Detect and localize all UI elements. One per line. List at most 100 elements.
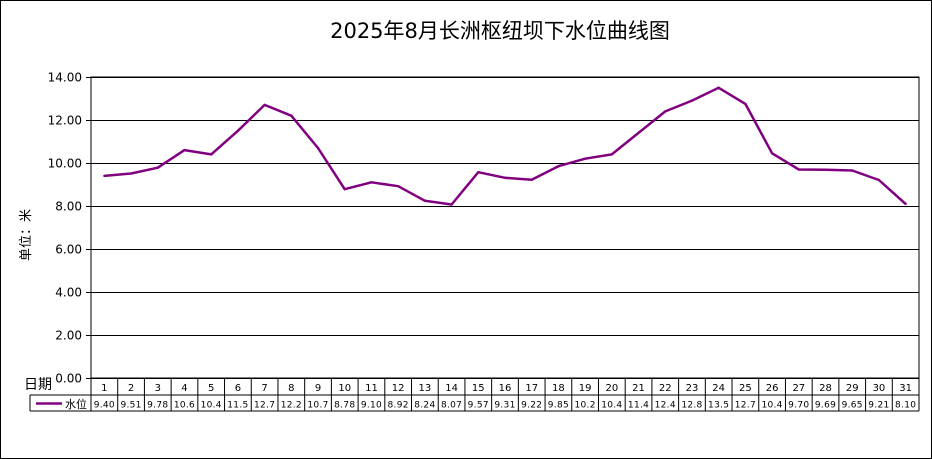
data-label: 9.10 bbox=[361, 401, 382, 411]
x-tick-label: 16 bbox=[499, 383, 512, 394]
x-tick-label: 31 bbox=[899, 383, 912, 394]
data-label: 8.07 bbox=[441, 401, 462, 411]
data-label: 9.57 bbox=[468, 401, 489, 411]
data-label: 10.7 bbox=[307, 401, 328, 411]
y-tick-label: 0.00 bbox=[55, 372, 82, 386]
data-point bbox=[530, 178, 533, 181]
legend-entry: 水位 bbox=[65, 397, 87, 411]
data-label: 10.4 bbox=[761, 401, 782, 411]
x-tick-label: 30 bbox=[873, 383, 886, 394]
y-tick-label: 14.00 bbox=[48, 71, 82, 85]
data-label: 10.2 bbox=[575, 401, 596, 411]
x-tick-label: 27 bbox=[792, 383, 805, 394]
y-axis-label: 单位：米 bbox=[19, 209, 34, 261]
data-point bbox=[503, 176, 507, 180]
data-label: 9.21 bbox=[868, 401, 889, 411]
data-label: 12.8 bbox=[681, 401, 702, 411]
data-point bbox=[183, 148, 186, 152]
y-tick-labels: 0.00 2.00 4.00 6.00 8.00 10.00 12.00 14.00 bbox=[48, 71, 82, 386]
data-point bbox=[851, 169, 854, 172]
data-label: 9.51 bbox=[120, 401, 141, 411]
y-tick-label: 4.00 bbox=[55, 286, 82, 300]
data-point bbox=[477, 171, 480, 174]
data-label: 8.24 bbox=[414, 401, 435, 411]
y-tick-label: 6.00 bbox=[55, 243, 82, 257]
data-label: 10.4 bbox=[601, 401, 622, 411]
data-table: 1 2 3 4 5 6 7 8 9 10 11 12 13 14 15 16 17 18 19 20 21 22 23 24 2… bbox=[29, 378, 920, 412]
x-tick-label: 15 bbox=[472, 383, 485, 394]
data-point bbox=[744, 102, 747, 106]
data-label: 9.78 bbox=[147, 401, 168, 411]
x-tick-label: 10 bbox=[338, 383, 351, 394]
data-label: 11.5 bbox=[227, 401, 248, 411]
series-line bbox=[104, 86, 907, 206]
y-tick-label: 2.00 bbox=[55, 329, 82, 343]
data-point bbox=[236, 129, 240, 132]
x-tick-label: 22 bbox=[659, 383, 672, 394]
data-label: 9.65 bbox=[842, 401, 863, 411]
data-label: 10.6 bbox=[174, 401, 195, 411]
data-label: 12.7 bbox=[254, 401, 275, 411]
x-tick-label: 18 bbox=[552, 383, 565, 394]
data-point bbox=[209, 153, 213, 156]
data-label: 9.69 bbox=[815, 401, 836, 411]
data-label: 8.78 bbox=[334, 401, 355, 411]
x-tick-label: 26 bbox=[766, 383, 779, 394]
data-point bbox=[664, 110, 667, 113]
y-tick-label: 10.00 bbox=[48, 157, 82, 171]
data-point bbox=[316, 146, 320, 150]
x-tick-label: 1 bbox=[101, 383, 107, 394]
x-tick-label: 6 bbox=[235, 383, 241, 394]
data-label: 10.4 bbox=[201, 401, 222, 411]
x-tick-label: 21 bbox=[632, 383, 645, 394]
data-label: 9.22 bbox=[521, 401, 542, 411]
data-point bbox=[610, 153, 614, 156]
data-label: 12.4 bbox=[655, 401, 676, 411]
x-tick-label: 9 bbox=[315, 383, 321, 394]
x-tick-label: 4 bbox=[181, 383, 187, 394]
x-tick-label: 3 bbox=[155, 383, 161, 394]
series-lines bbox=[103, 86, 907, 206]
data-point bbox=[370, 181, 373, 184]
data-point bbox=[690, 99, 694, 102]
x-tick-label: 20 bbox=[605, 383, 618, 394]
x-tick-label: 24 bbox=[712, 383, 725, 394]
data-point bbox=[877, 178, 881, 182]
x-tick-label: 23 bbox=[686, 383, 699, 394]
data-label: 12.7 bbox=[735, 401, 756, 411]
data-label: 12.2 bbox=[281, 401, 302, 411]
x-tick-label: 12 bbox=[392, 383, 405, 394]
data-point bbox=[824, 168, 827, 171]
data-point bbox=[423, 199, 427, 203]
data-point bbox=[637, 131, 640, 135]
data-label: 9.85 bbox=[548, 401, 569, 411]
data-point bbox=[450, 203, 453, 206]
data-point bbox=[770, 152, 774, 155]
data-label: 13.5 bbox=[708, 401, 729, 411]
data-point bbox=[717, 86, 720, 89]
x-tick-label: 2 bbox=[128, 383, 134, 394]
data-label: 11.4 bbox=[628, 401, 649, 411]
data-label: 9.40 bbox=[94, 401, 115, 411]
data-point bbox=[103, 174, 106, 178]
x-tick-label: 8 bbox=[288, 383, 294, 394]
x-tick-label: 19 bbox=[579, 383, 592, 394]
data-point bbox=[583, 157, 587, 160]
x-axis-label: 日期 bbox=[24, 377, 52, 393]
x-tick-label: 28 bbox=[819, 383, 832, 394]
data-label: 9.31 bbox=[494, 401, 515, 411]
gridlines bbox=[86, 76, 920, 379]
data-point bbox=[263, 103, 266, 107]
chart-title: 2025年8月长洲枢纽坝下水位曲线图 bbox=[330, 19, 670, 43]
data-point bbox=[156, 166, 159, 169]
x-tick-label: 11 bbox=[365, 383, 378, 394]
x-tick-label: 14 bbox=[445, 383, 458, 394]
data-point bbox=[557, 165, 560, 168]
x-tick-label: 25 bbox=[739, 383, 752, 394]
y-tick-label: 12.00 bbox=[48, 114, 82, 128]
data-label: 9.70 bbox=[788, 401, 809, 411]
data-label: 8.92 bbox=[388, 401, 409, 411]
data-point bbox=[290, 114, 293, 117]
data-point bbox=[129, 172, 133, 175]
data-point bbox=[343, 188, 346, 191]
